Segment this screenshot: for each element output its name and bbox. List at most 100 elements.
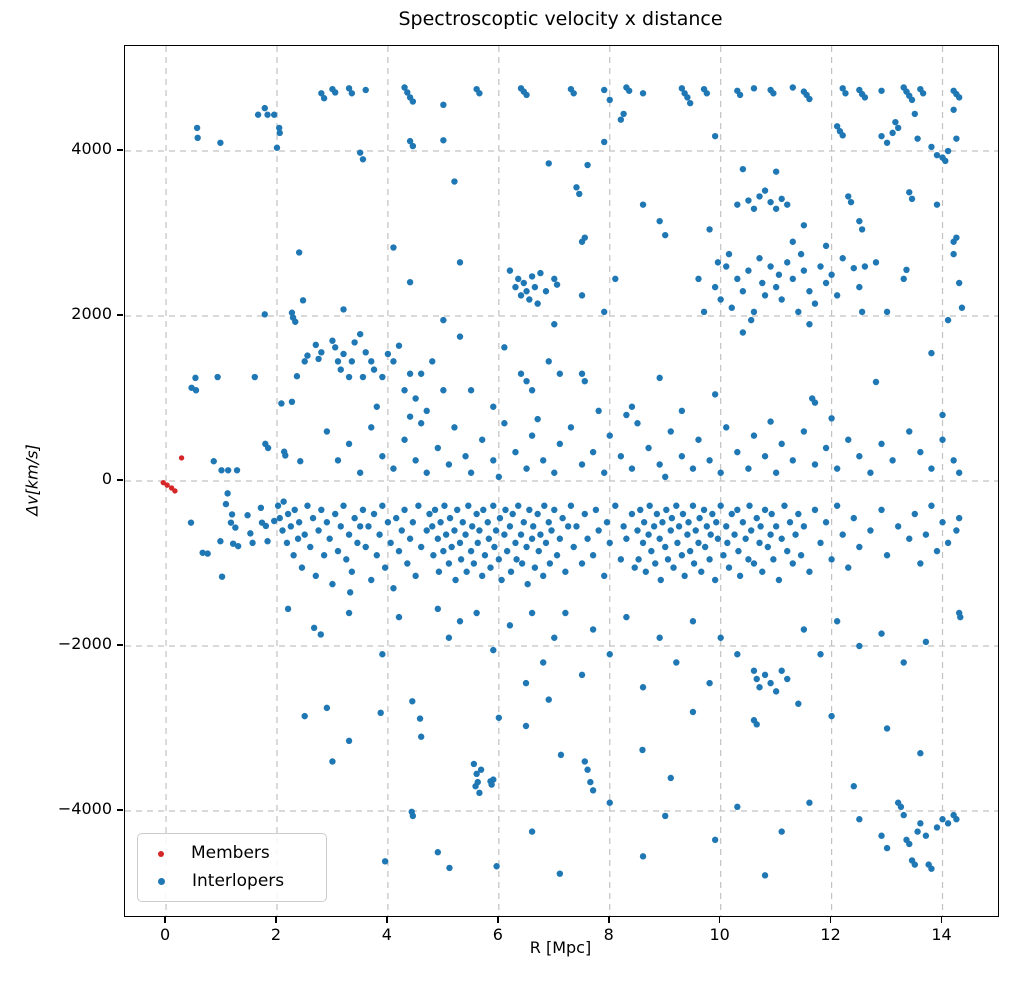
interloper-point [756,684,763,691]
interloper-point [218,467,225,474]
interloper-point [772,283,780,291]
interloper-point [451,424,458,431]
y-tick-label: −2000 [57,633,112,653]
interloper-point [539,659,547,666]
interloper-point [495,714,503,721]
interloper-point [908,96,916,104]
interloper-point [678,85,686,92]
interloper-point [451,178,458,185]
interloper-point [356,523,364,530]
interloper-point [856,283,863,291]
interloper-point [911,110,919,118]
interloper-point [356,469,364,476]
interloper-point [359,506,367,514]
interloper-point [955,514,963,522]
interloper-point [736,91,744,99]
interloper-point [506,267,514,274]
interloper-point [767,263,774,270]
interloper-point [545,519,552,526]
interloper-point [297,458,304,465]
interloper-point [900,275,907,283]
interloper-point [390,585,397,592]
interloper-point [293,373,301,380]
interloper-point [251,373,258,381]
interloper-point [476,90,483,97]
interloper-point [678,552,686,559]
interloper-point [528,828,536,835]
interloper-point [368,358,375,365]
interloper-point [379,502,386,509]
interloper-point [645,444,652,452]
interloper-point [856,453,863,460]
interloper-point [445,560,453,567]
interloper-point [406,278,414,286]
member-point [160,479,166,486]
interloper-point [606,651,613,658]
interloper-point [775,576,783,584]
interloper-point [490,403,497,410]
interloper-point [307,543,314,551]
interloper-point [656,217,663,225]
interloper-point [584,535,591,542]
interloper-point [667,774,674,782]
x-tick-label: 4 [381,925,392,944]
interloper-point [589,787,597,794]
interloper-point [679,510,687,518]
interloper-point [390,244,397,251]
interloper-point [217,139,224,146]
interloper-point [490,776,497,783]
interloper-point [725,250,733,258]
interloper-point [456,259,464,266]
interloper-point [685,519,692,526]
interloper-point [919,90,927,97]
member-point [178,455,185,461]
interloper-point [474,778,481,786]
interloper-point [917,750,924,757]
interloper-point [581,758,588,765]
interloper-point [553,552,561,559]
interloper-point [942,157,949,165]
interloper-point [922,832,930,839]
interloper-point [340,502,347,509]
interloper-point [470,760,478,768]
interloper-point [858,308,866,316]
interloper-point [434,444,442,452]
interloper-point [430,552,437,559]
interloper-point [320,552,328,559]
interloper-point [842,90,849,97]
interloper-point [506,622,514,629]
interloper-point [620,110,627,118]
interloper-point [822,519,830,526]
interloper-point [291,506,298,514]
interloper-point [659,519,666,526]
interloper-point [517,370,525,377]
interloper-point [839,531,846,538]
interloper-point [894,124,902,132]
interloper-point [454,506,461,514]
interloper-point [381,564,389,571]
interloper-point [595,527,602,534]
interloper-point [329,758,336,765]
interloper-point [667,527,674,534]
interloper-point [441,502,448,509]
interloper-point [955,469,963,476]
interloper-point [778,828,785,835]
interloper-point [204,550,211,557]
interloper-point [334,358,342,365]
interloper-point [507,568,515,575]
interloper-point [845,436,852,443]
interloper-point [362,543,369,551]
interloper-point [707,531,714,538]
x-tick [608,916,610,923]
interloper-point [739,329,747,336]
interloper-point [359,373,367,381]
interloper-point [234,542,242,550]
interloper-point [772,688,780,695]
interloper-point [356,149,364,156]
interloper-point [656,535,663,542]
interloper-point [928,465,935,472]
interloper-point [767,418,774,425]
interloper-point [570,543,577,551]
interloper-point [717,296,724,303]
